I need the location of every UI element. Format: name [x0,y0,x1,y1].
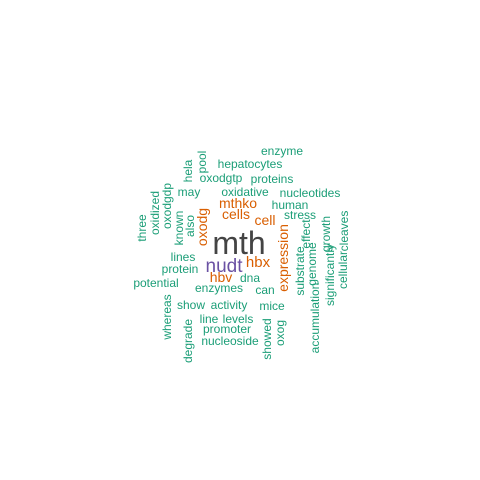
word-cell: cell [254,212,275,228]
word-effect: effect [299,219,313,249]
word-hepatocytes: hepatocytes [218,157,283,171]
word-line: line [200,312,219,326]
word-genome: genome [305,242,319,286]
word-mice: mice [259,299,285,313]
word-hbx: hbx [246,254,271,271]
word-human: human [272,198,309,212]
word-nucleotides: nucleotides [280,186,341,200]
word-expression: expression [275,224,291,292]
word-cleaves: cleaves [337,211,351,252]
word-may: may [178,185,201,199]
word-dna: dna [240,271,260,285]
word-oxog: oxog [273,320,287,346]
word-accumulation: accumulation [308,283,322,354]
word-cells: cells [222,206,250,222]
word-mthko: mthko [219,195,257,211]
word-levels: levels [223,312,254,326]
word-also: also [183,215,197,237]
word-promoter: promoter [203,322,251,336]
word-growth: growth [319,216,333,252]
word-oxidative: oxidative [221,185,269,199]
word-oxidized: oxidized [148,191,162,235]
word-hela: hela [181,159,195,182]
word-nudt: nudt [206,256,244,277]
word-enzymes: enzymes [195,281,243,295]
word-known: known [172,211,186,246]
word-whereas: whereas [160,294,174,340]
word-nucleoside: nucleoside [201,334,259,348]
word-proteins: proteins [251,172,294,186]
word-hbv: hbv [210,269,233,285]
word-significantly: significantly [323,244,337,306]
word-pool: pool [195,151,209,174]
word-show: show [177,298,205,312]
word-degrade: degrade [181,319,195,363]
word-showed: showed [260,318,274,359]
word-oxodgtp: oxodgtp [200,171,243,185]
word-enzyme: enzyme [261,144,303,158]
word-substrate: substrate [293,246,307,296]
word-oxodgdp: oxodgdp [160,183,174,229]
word-stress: stress [284,208,316,222]
word-lines: lines [171,250,196,264]
word-activity: activity [211,298,248,312]
word-protein: protein [162,262,199,276]
word-can: can [255,283,274,297]
word-mth: mth [212,225,265,261]
word-potential: potential [133,276,178,290]
word-cellular: cellular [336,251,350,289]
word-three: three [135,214,149,242]
word-oxodg: oxodg [194,208,210,246]
